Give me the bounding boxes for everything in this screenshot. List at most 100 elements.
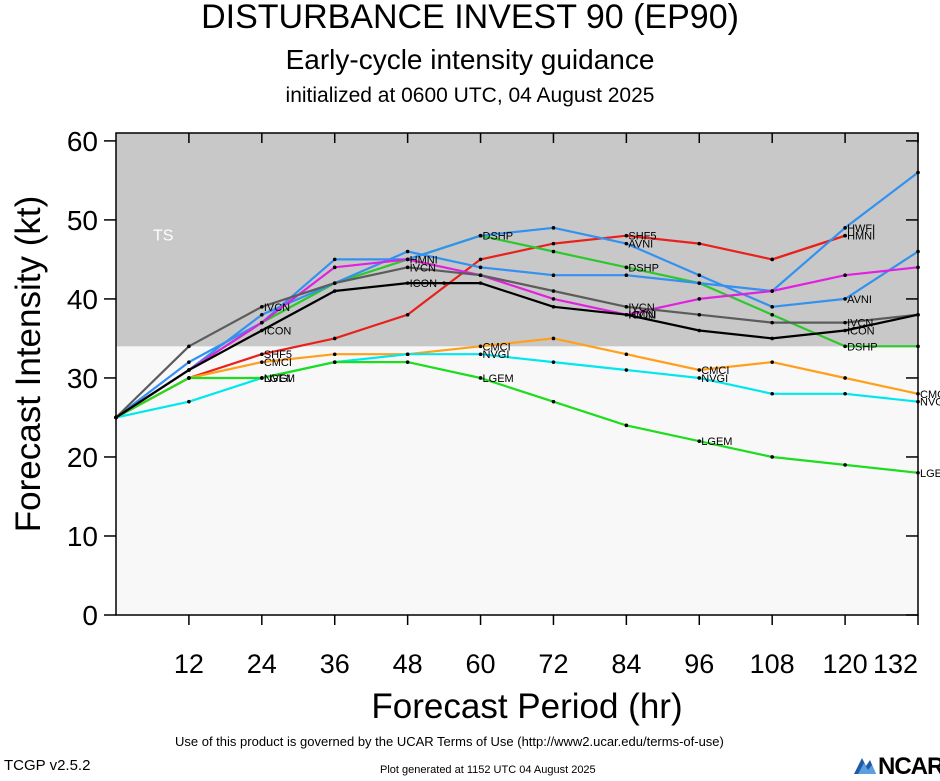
data-point-dshp [843, 344, 847, 349]
data-point-avni [697, 273, 702, 278]
x-tick-label: 72 [538, 649, 568, 679]
series-label-lgem: LGEM [920, 468, 940, 480]
data-point-icon [551, 305, 556, 309]
x-tick-label: 96 [684, 649, 714, 679]
y-tick-label: 0 [82, 600, 98, 631]
series-label-icon: ICON [847, 326, 875, 338]
series-line-avni [115, 226, 919, 419]
ncar-logo-mark-icon [854, 758, 876, 774]
y-axis-label: Forecast Intensity (kt) [9, 196, 48, 532]
data-point-ivcn [187, 344, 191, 349]
y-tick-label: 60 [67, 126, 98, 157]
series-label-cmci: CMCI [701, 365, 729, 377]
data-point-cmci [624, 352, 629, 357]
series-label-avni: AVNI [628, 239, 653, 251]
data-point-icon [478, 281, 483, 285]
data-point-icon [260, 328, 264, 333]
y-tick-label: 50 [67, 205, 98, 236]
series-label-avni: AVNI [847, 294, 872, 306]
series-line-lgem [115, 361, 919, 474]
data-point-icon [332, 289, 337, 293]
data-point-ivcn [478, 273, 483, 278]
plot-frame [115, 132, 919, 616]
series-label-ivcn: IVCN [410, 262, 436, 274]
data-point-icon [442, 281, 446, 285]
series-label-nvgi: NVGI [264, 373, 291, 385]
x-tick-label: 12 [174, 649, 204, 679]
series-label-nvgi: NVGI [483, 349, 510, 361]
ts-intensity-band [116, 133, 918, 347]
series-label-nvgi: NVGI [701, 373, 728, 385]
series-label-shf5: SHF5 [264, 349, 292, 361]
data-point-ivcn [260, 305, 264, 309]
data-point-cmci [332, 352, 337, 357]
data-point-lgem [187, 376, 191, 380]
x-tick-label: 60 [466, 649, 496, 679]
data-point-cmci [551, 336, 556, 341]
series-label-hwfi: HWFI [847, 223, 875, 235]
data-point-hmni [332, 265, 337, 270]
chart-subtitle: Early-cycle intensity guidance [285, 44, 655, 75]
data-point-nvgi [624, 368, 629, 372]
data-point-shf5 [551, 241, 556, 246]
series-label-icon: ICON [264, 326, 292, 338]
x-tick-label: 108 [750, 649, 795, 679]
data-point-lgem [405, 360, 410, 364]
data-point-lgem [697, 439, 702, 443]
data-point-hwfi [551, 273, 556, 278]
data-point-icon [843, 328, 847, 333]
series-label-hmni: HMNI [410, 254, 438, 266]
x-tick-label: 84 [611, 649, 641, 679]
data-point-cmci [770, 360, 774, 364]
data-point-shf5 [332, 336, 337, 341]
data-point-icon [697, 328, 702, 333]
series-label-lgem: LGEM [264, 373, 295, 385]
data-point-hmni [770, 257, 774, 262]
series-label-icon: ICON [410, 278, 438, 290]
data-point-lgem [551, 399, 556, 404]
data-point-ivcn [332, 281, 337, 285]
data-point-hmni [260, 320, 264, 325]
data-point-lgem [332, 360, 337, 364]
data-point-avni [332, 257, 337, 262]
data-point-nvgi [187, 399, 191, 404]
y-tick-label: 20 [67, 442, 98, 473]
series-line-hmni [115, 258, 919, 419]
data-point-hwfi [405, 249, 410, 254]
series-label-nvgi: NVGI [920, 397, 940, 409]
series-label-lgem: LGEM [701, 436, 732, 448]
data-point-nvgi [405, 352, 410, 357]
x-tick-label: 120 [823, 649, 868, 679]
data-point-shf5 [697, 241, 702, 246]
data-point-hwfi [260, 312, 264, 317]
data-point-hwfi [843, 226, 847, 230]
data-point-shf5 [260, 352, 264, 357]
series-label-cmci: CMCI [264, 357, 292, 369]
x-tick-label: 132 [873, 649, 918, 679]
series-line-nvgi [115, 353, 919, 419]
data-point-avni [187, 360, 191, 364]
data-point-hmni [770, 289, 774, 293]
data-point-ivcn [405, 265, 410, 270]
data-point-cmci [697, 368, 702, 372]
series-label-ivcn: IVCN [264, 302, 290, 314]
data-point-ivcn [843, 320, 847, 325]
data-point-cmci [260, 360, 264, 364]
series-label-ivcn: IVCN [847, 318, 873, 330]
data-point-icon [187, 368, 191, 372]
series-label-dshp: DSHP [628, 262, 659, 274]
series-label-ivcn: IVCN [628, 302, 654, 314]
data-point-lgem [478, 376, 483, 380]
data-point-hwfi [624, 273, 629, 278]
data-point-avni [551, 226, 556, 230]
data-point-cmci [478, 344, 483, 349]
y-tick-label: 10 [67, 521, 98, 552]
series-label-hmni: HMNI [847, 231, 875, 243]
x-tick-label: 24 [247, 649, 277, 679]
chart-init-time: initialized at 0600 UTC, 04 August 2025 [285, 84, 655, 107]
data-point-hmni [405, 257, 410, 262]
ts-band-label: TS [153, 228, 173, 245]
data-point-icon [624, 312, 629, 317]
data-point-shf5 [624, 233, 629, 238]
y-tick-label: 30 [67, 363, 98, 394]
